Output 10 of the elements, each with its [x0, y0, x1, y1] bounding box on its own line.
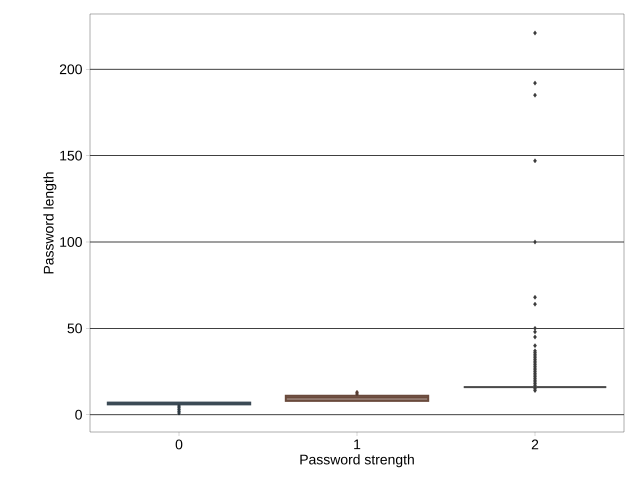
x-axis-title: Password strength — [300, 454, 414, 468]
x-tick-label: 2 — [532, 440, 538, 450]
y-axis-title: Password length — [43, 172, 56, 274]
x-tick-label: 0 — [176, 440, 182, 450]
y-tick-label: 0 — [75, 410, 82, 420]
x-tick-label: 1 — [354, 440, 360, 450]
y-tick-label: 50 — [68, 323, 82, 334]
y-tick-label: 100 — [60, 237, 82, 247]
y-tick-label: 150 — [60, 150, 82, 161]
y-tick-label: 200 — [60, 64, 82, 74]
